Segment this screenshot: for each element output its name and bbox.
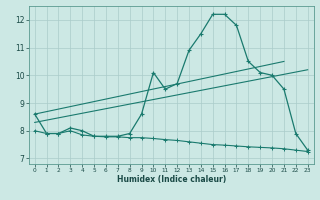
- X-axis label: Humidex (Indice chaleur): Humidex (Indice chaleur): [116, 175, 226, 184]
